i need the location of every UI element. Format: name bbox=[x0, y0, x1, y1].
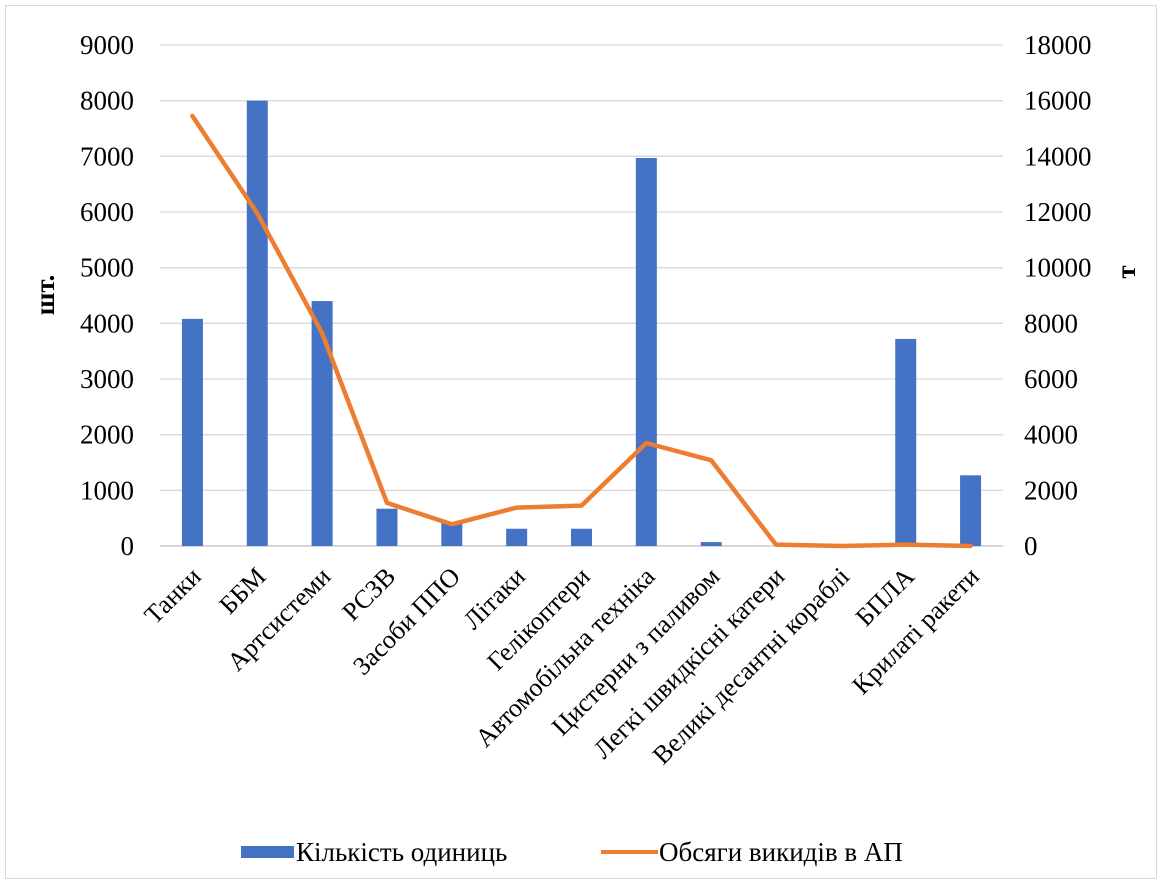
bar bbox=[246, 100, 268, 547]
left-tick-label: 7000 bbox=[80, 141, 134, 171]
right-axis-title: т bbox=[1111, 265, 1141, 278]
left-tick-label: 8000 bbox=[80, 86, 134, 116]
left-tick-label: 0 bbox=[121, 531, 135, 561]
right-tick-label: 6000 bbox=[1024, 364, 1078, 394]
left-tick-label: 4000 bbox=[80, 308, 134, 338]
right-tick-label: 4000 bbox=[1024, 420, 1078, 450]
bar bbox=[311, 301, 333, 546]
bar bbox=[571, 528, 592, 546]
chart-frame bbox=[5, 5, 1157, 879]
right-tick-label: 8000 bbox=[1024, 308, 1078, 338]
bar bbox=[895, 338, 917, 546]
right-tick-label: 12000 bbox=[1024, 197, 1092, 227]
right-tick-label: 14000 bbox=[1024, 141, 1092, 171]
left-tick-label: 2000 bbox=[80, 420, 134, 450]
bar bbox=[635, 158, 657, 546]
left-tick-label: 6000 bbox=[80, 197, 134, 227]
right-tick-label: 10000 bbox=[1024, 253, 1092, 283]
bar bbox=[181, 318, 203, 546]
right-tick-label: 18000 bbox=[1024, 30, 1092, 60]
left-tick-label: 9000 bbox=[80, 30, 134, 60]
legend-label-line: Обсяги викидів в АП bbox=[659, 837, 903, 867]
left-tick-label: 5000 bbox=[80, 253, 134, 283]
bar bbox=[376, 508, 398, 546]
gridlines bbox=[160, 44, 1003, 547]
right-tick-label: 0 bbox=[1024, 531, 1038, 561]
emissions-line bbox=[190, 113, 973, 549]
legend: Кількість одиниць Обсяги викидів в АП bbox=[241, 837, 903, 867]
legend-label-bars: Кількість одиниць bbox=[296, 837, 507, 867]
line-series bbox=[190, 113, 973, 549]
right-tick-label: 2000 bbox=[1024, 475, 1078, 505]
bar-series bbox=[181, 100, 982, 547]
left-tick-label: 3000 bbox=[80, 364, 134, 394]
left-axis-ticks: 0 1000 2000 3000 4000 5000 6000 7000 8000 9000 bbox=[80, 30, 134, 561]
bar bbox=[960, 475, 982, 546]
left-tick-label: 1000 bbox=[80, 475, 134, 505]
bar bbox=[441, 522, 463, 546]
category-label: ББМ bbox=[214, 562, 272, 620]
category-label: Танки bbox=[139, 562, 207, 630]
left-axis-title: шт. bbox=[30, 275, 60, 316]
right-tick-label: 16000 bbox=[1024, 86, 1092, 116]
bar bbox=[506, 528, 528, 546]
bar bbox=[700, 542, 722, 546]
legend-swatch-bars bbox=[241, 846, 294, 858]
right-axis-ticks: 0 2000 4000 6000 8000 10000 12000 14000 16000 180… bbox=[1024, 30, 1092, 561]
